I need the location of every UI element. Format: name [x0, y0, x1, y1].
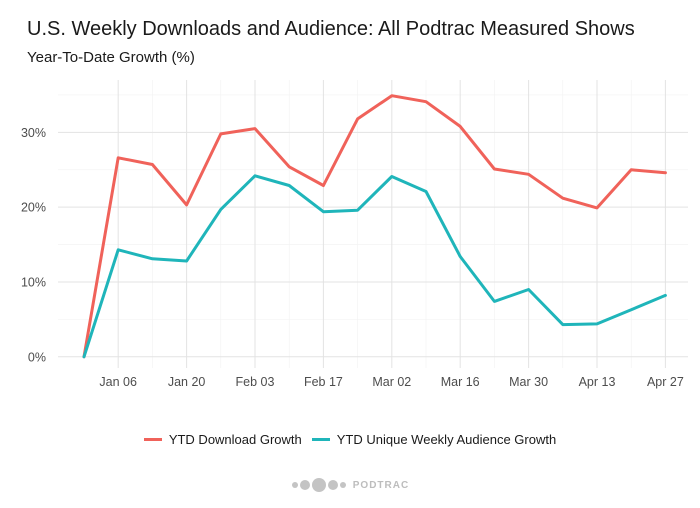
- x-tick-label: Apr 13: [579, 375, 616, 389]
- x-tick-label: Mar 16: [441, 375, 480, 389]
- legend-item-download: YTD Download Growth: [143, 432, 302, 447]
- chart-legend: YTD Download Growth YTD Unique Weekly Au…: [0, 432, 700, 447]
- line-chart: 0% 10% 20% 30% Jan 06 Jan 20 Feb 03 Feb 17 Mar 0…: [21, 80, 688, 389]
- legend-swatch-download: [143, 438, 162, 441]
- x-tick-label: Jan 20: [168, 375, 206, 389]
- chart-title: U.S. Weekly Downloads and Audience: All …: [27, 18, 635, 40]
- x-tick-label: Mar 02: [372, 375, 411, 389]
- chart-subtitle: Year-To-Date Growth (%): [27, 49, 195, 66]
- x-tick-label: Jan 06: [99, 375, 137, 389]
- y-tick-label: 20%: [21, 201, 46, 215]
- series-line-audience-growth: [82, 174, 667, 359]
- y-tick-label: 30%: [21, 126, 46, 140]
- y-tick-label: 0%: [28, 350, 46, 364]
- podtrac-dots-logo-icon: [291, 478, 347, 492]
- legend-label-download: YTD Download Growth: [168, 432, 302, 447]
- legend-swatch-audience: [311, 438, 330, 441]
- y-tick-label: 10%: [21, 275, 46, 289]
- x-tick-label: Feb 17: [304, 375, 343, 389]
- legend-label-audience: YTD Unique Weekly Audience Growth: [336, 432, 557, 447]
- x-tick-label: Feb 03: [236, 375, 275, 389]
- podtrac-logo-text: PODTRAC: [352, 479, 410, 491]
- series-line-download-growth: [82, 94, 667, 359]
- x-tick-label: Mar 30: [509, 375, 548, 389]
- x-tick-label: Apr 27: [647, 375, 684, 389]
- legend-item-audience: YTD Unique Weekly Audience Growth: [311, 432, 557, 447]
- podtrac-footer: PODTRAC: [0, 478, 700, 492]
